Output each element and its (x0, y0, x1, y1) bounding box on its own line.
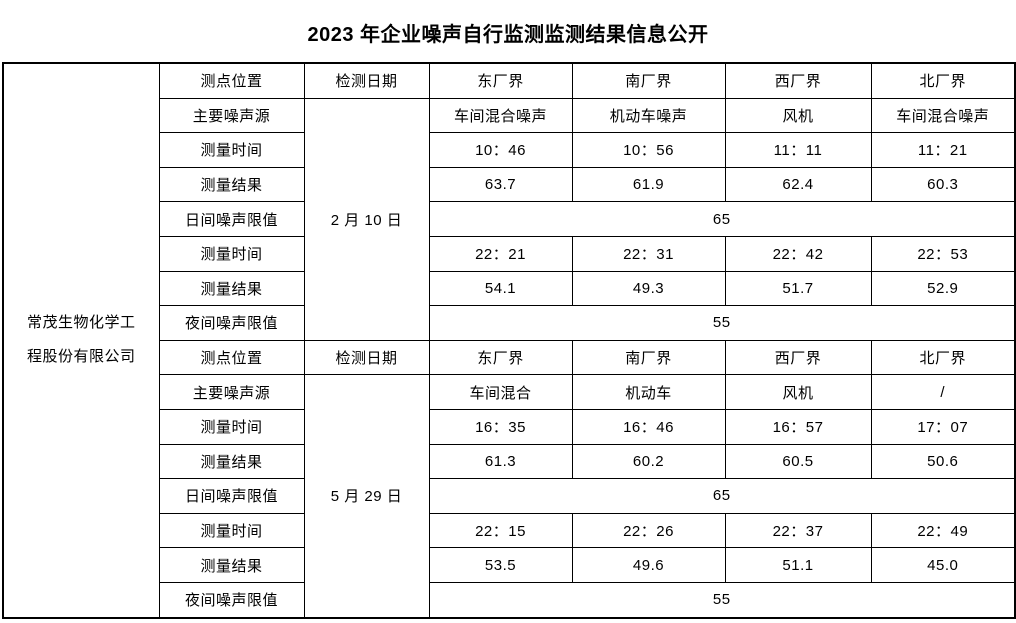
noise-source-north-s2: / (870, 374, 1016, 410)
night-time-south-s2: 22：26 (571, 512, 726, 549)
day-time-east-s1: 10：46 (428, 132, 573, 168)
day-result-south-s2: 60.2 (571, 443, 726, 480)
night-limit-value-s1: 55 (428, 305, 1016, 341)
table-row: 测点位置 检测日期 东厂界 南厂界 西厂界 北厂界 (3, 339, 1016, 376)
night-time-west-s2: 22：37 (724, 512, 872, 549)
night-result-north-s2: 45.0 (870, 547, 1016, 583)
label-day-limit-s1: 日间噪声限值 (158, 201, 305, 237)
night-time-north-s1: 22：53 (870, 235, 1016, 272)
night-limit-value-s2: 55 (428, 581, 1016, 619)
day-result-south-s1: 61.9 (571, 166, 726, 203)
day-result-north-s1: 60.3 (870, 166, 1016, 203)
label-day-result-s2: 测量结果 (158, 443, 305, 480)
night-time-east-s1: 22：21 (428, 235, 573, 272)
table-row: 日间噪声限值 65 (3, 478, 1016, 514)
label-measure-point-s1: 测点位置 (158, 62, 305, 99)
header-west-boundary-s1: 西厂界 (724, 62, 872, 99)
noise-source-south-s2: 机动车 (571, 374, 726, 410)
label-night-limit-s2: 夜间噪声限值 (158, 581, 305, 619)
header-east-boundary-s2: 东厂界 (428, 339, 573, 376)
noise-source-west-s1: 风机 (724, 97, 872, 134)
label-night-result-s1: 测量结果 (158, 270, 305, 307)
day-result-west-s1: 62.4 (724, 166, 872, 203)
day-time-south-s1: 10：56 (571, 132, 726, 168)
table-row: 夜间噪声限值 55 (3, 581, 1016, 619)
night-time-north-s2: 22：49 (870, 512, 1016, 549)
label-measure-point-s2: 测点位置 (158, 339, 305, 376)
day-result-north-s2: 50.6 (870, 443, 1016, 480)
day-time-north-s2: 17：07 (870, 408, 1016, 445)
label-day-time-s1: 测量时间 (158, 132, 305, 168)
day-time-south-s2: 16：46 (571, 408, 726, 445)
page-title: 2023 年企业噪声自行监测监测结果信息公开 (307, 24, 709, 46)
label-day-result-s1: 测量结果 (158, 166, 305, 203)
table-row: 测量结果 63.7 61.9 62.4 60.3 (3, 166, 1016, 203)
detect-date-s1: 2 月 10 日 (303, 97, 430, 341)
header-east-boundary-s1: 东厂界 (428, 62, 573, 99)
label-night-result-s2: 测量结果 (158, 547, 305, 583)
label-night-time-s2: 测量时间 (158, 512, 305, 549)
label-day-time-s2: 测量时间 (158, 408, 305, 445)
label-noise-source-s2: 主要噪声源 (158, 374, 305, 410)
night-result-west-s1: 51.7 (724, 270, 872, 307)
header-west-boundary-s2: 西厂界 (724, 339, 872, 376)
day-result-west-s2: 60.5 (724, 443, 872, 480)
label-detect-date-s2: 检测日期 (303, 339, 430, 376)
table-row: 主要噪声源 5 月 29 日 车间混合 机动车 风机 / (3, 374, 1016, 618)
noise-source-west-s2: 风机 (724, 374, 872, 410)
day-limit-value-s2: 65 (428, 478, 1016, 514)
table-row: 测量时间 16：35 16：46 16：57 17：07 (3, 408, 1016, 445)
noise-source-south-s1: 机动车噪声 (571, 97, 726, 134)
night-result-east-s1: 54.1 (428, 270, 573, 307)
night-result-south-s1: 49.3 (571, 270, 726, 307)
table-row: 夜间噪声限值 55 (3, 305, 1016, 341)
table-row: 测量时间 10：46 10：56 11：11 11：21 (3, 132, 1016, 168)
label-day-limit-s2: 日间噪声限值 (158, 478, 305, 514)
detect-date-s2: 5 月 29 日 (303, 374, 430, 618)
company-name: 常茂生物化学工程股份有限公司 (2, 62, 160, 618)
header-north-boundary-s2: 北厂界 (870, 339, 1016, 376)
day-time-west-s1: 11：11 (724, 132, 872, 168)
header-north-boundary-s1: 北厂界 (870, 62, 1016, 99)
night-result-west-s2: 51.1 (724, 547, 872, 583)
label-night-limit-s1: 夜间噪声限值 (158, 305, 305, 341)
noise-monitoring-table: 常茂生物化学工程股份有限公司 测点位置 检测日期 东厂界 南厂界 西厂界 北厂界… (2, 62, 1016, 619)
noise-source-east-s2: 车间混合 (428, 374, 573, 410)
day-result-east-s1: 63.7 (428, 166, 573, 203)
label-night-time-s1: 测量时间 (158, 235, 305, 272)
day-result-east-s2: 61.3 (428, 443, 573, 480)
night-time-east-s2: 22：15 (428, 512, 573, 549)
night-time-west-s1: 22：42 (724, 235, 872, 272)
header-south-boundary-s2: 南厂界 (571, 339, 726, 376)
table-row: 测量时间 22：21 22：31 22：42 22：53 (3, 235, 1016, 272)
noise-source-east-s1: 车间混合噪声 (428, 97, 573, 134)
day-time-east-s2: 16：35 (428, 408, 573, 445)
table-row: 测量时间 22：15 22：26 22：37 22：49 (3, 512, 1016, 549)
day-limit-value-s1: 65 (428, 201, 1016, 237)
label-noise-source-s1: 主要噪声源 (158, 97, 305, 134)
label-detect-date-s1: 检测日期 (303, 62, 430, 99)
day-time-north-s1: 11：21 (870, 132, 1016, 168)
night-result-north-s1: 52.9 (870, 270, 1016, 307)
noise-source-north-s1: 车间混合噪声 (870, 97, 1016, 134)
night-result-south-s2: 49.6 (571, 547, 726, 583)
table-row: 主要噪声源 2 月 10 日 车间混合噪声 机动车噪声 风机 车间混合噪声 (3, 97, 1016, 341)
night-time-south-s1: 22：31 (571, 235, 726, 272)
night-result-east-s2: 53.5 (428, 547, 573, 583)
table-row: 测量结果 54.1 49.3 51.7 52.9 (3, 270, 1016, 307)
header-south-boundary-s1: 南厂界 (571, 62, 726, 99)
table-row: 常茂生物化学工程股份有限公司 测点位置 检测日期 东厂界 南厂界 西厂界 北厂界 (2, 62, 1016, 618)
day-time-west-s2: 16：57 (724, 408, 872, 445)
